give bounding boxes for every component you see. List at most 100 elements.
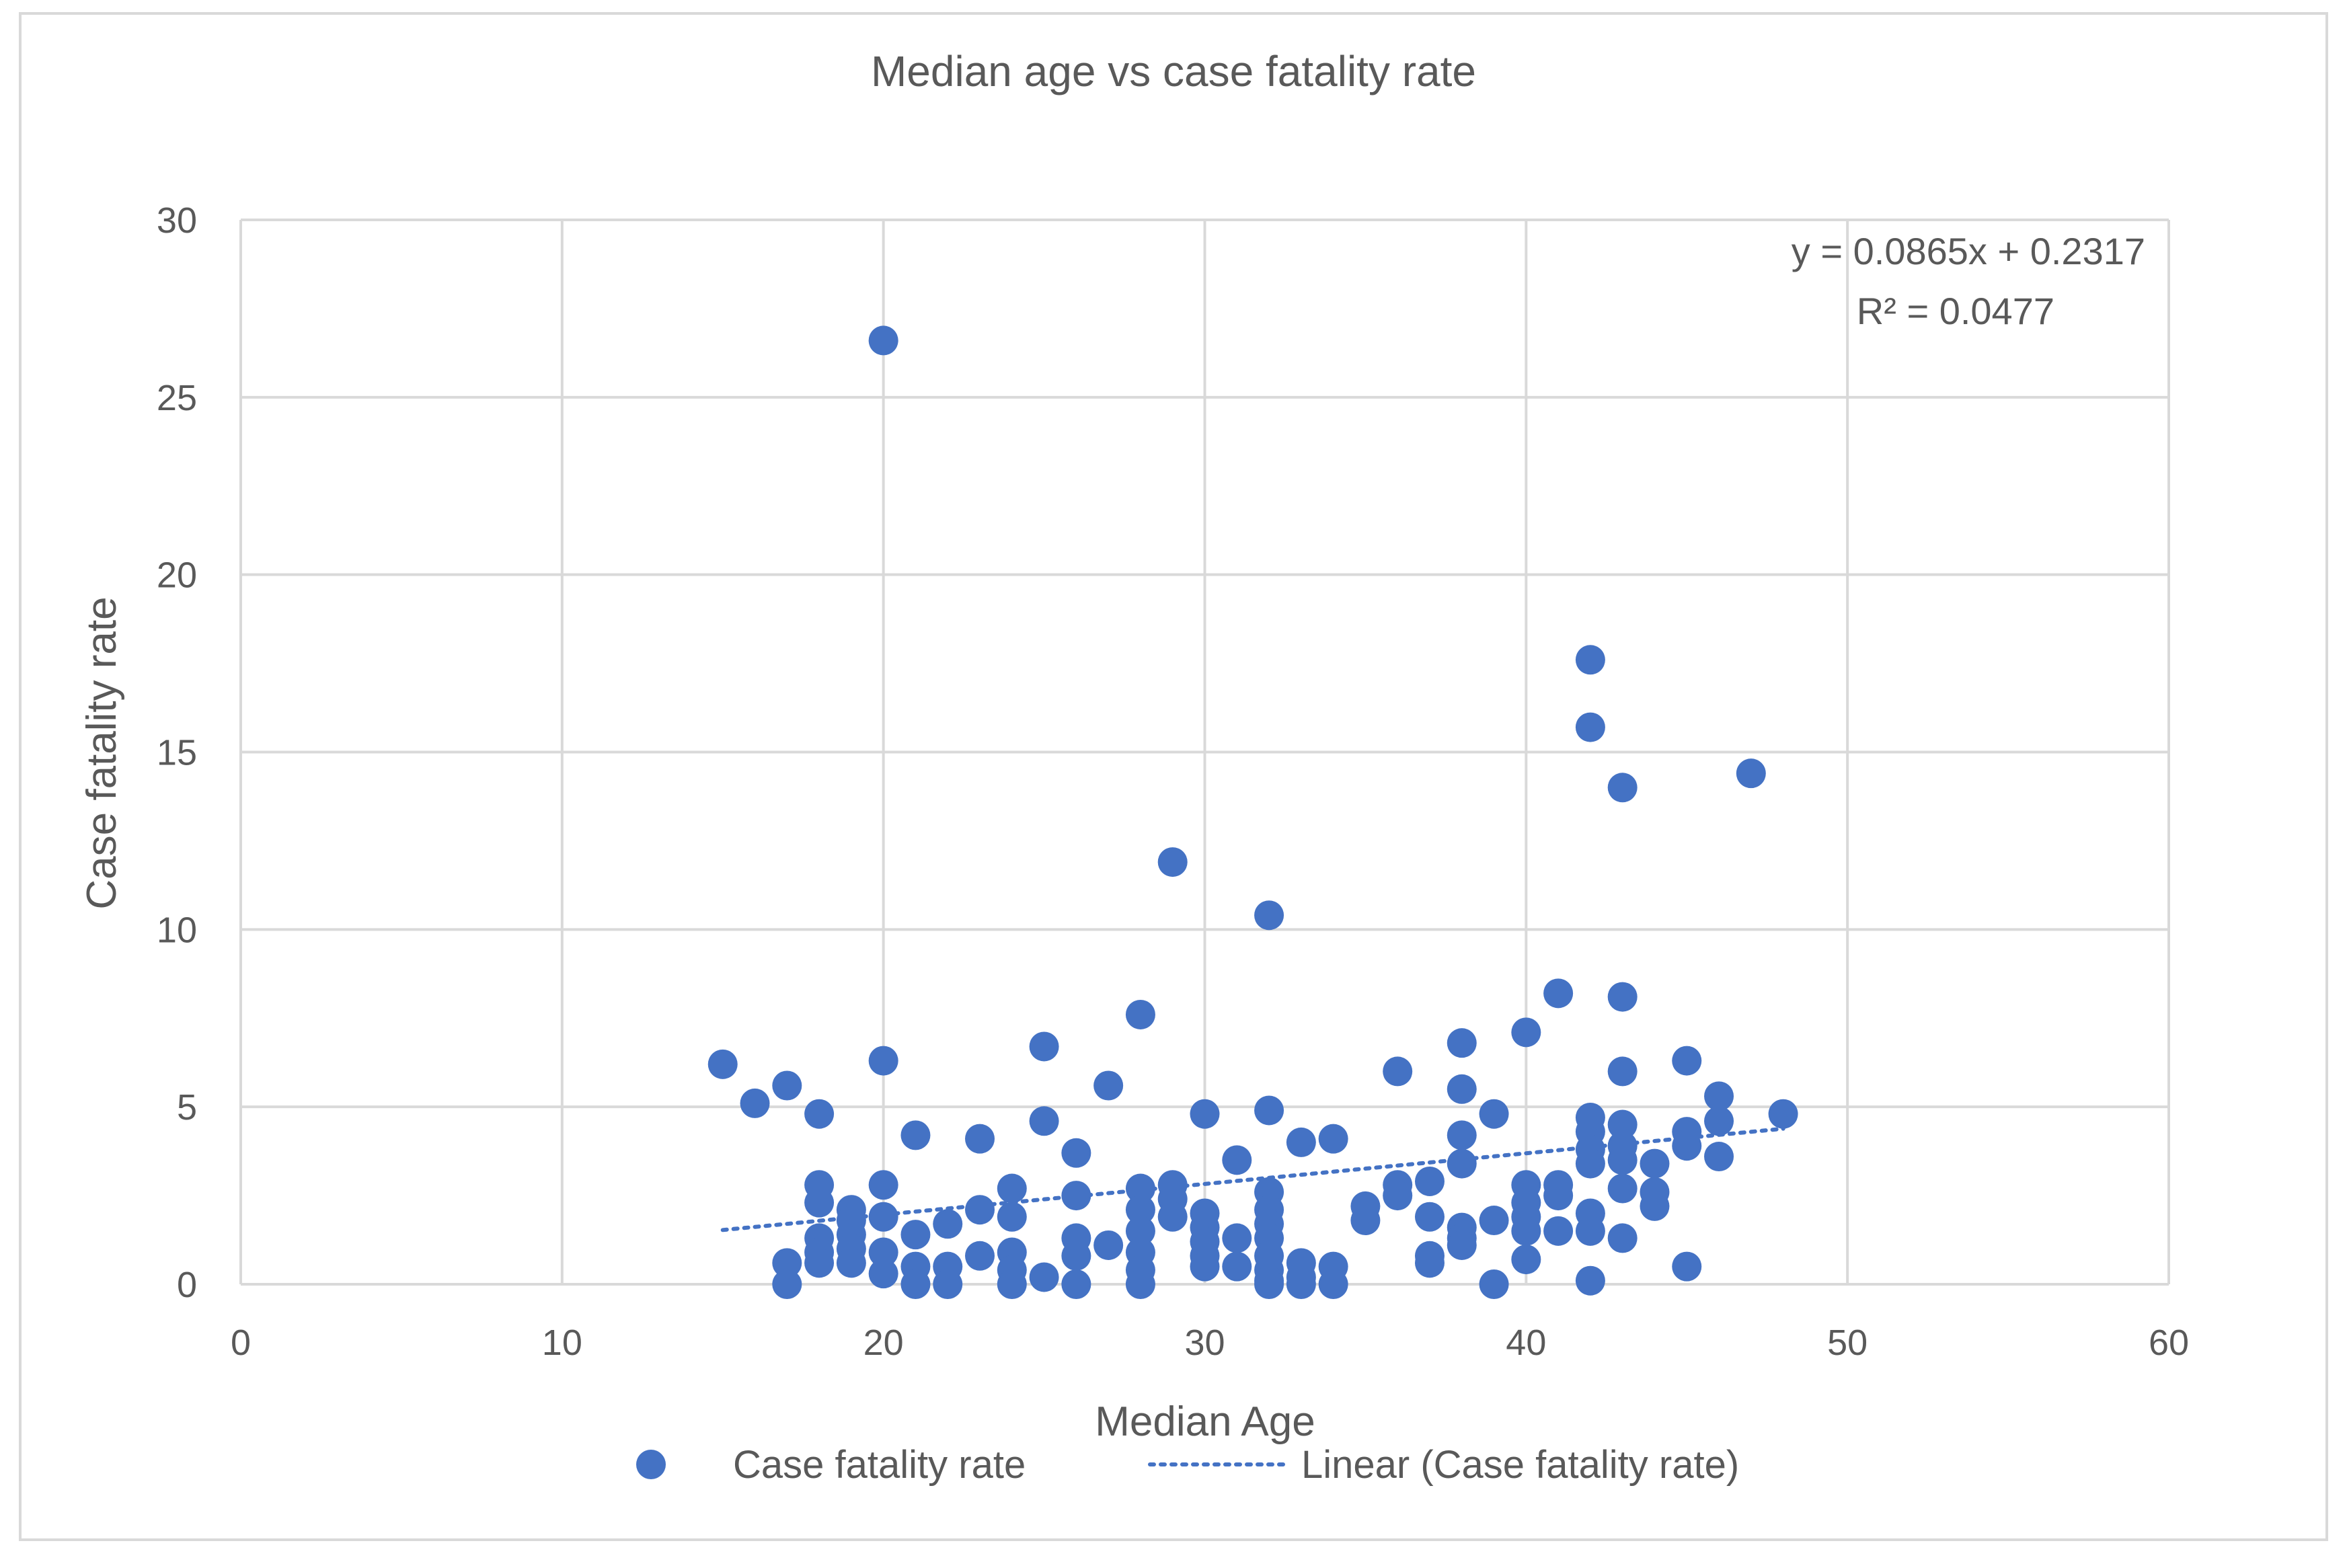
legend-label-scatter: Case fatality rate — [733, 1443, 1026, 1487]
data-point — [1318, 1269, 1348, 1299]
y-tick-label: 0 — [177, 1265, 197, 1305]
data-point — [772, 1248, 802, 1278]
data-point — [804, 1248, 835, 1278]
trendline-layer — [720, 1126, 1785, 1232]
data-point — [1511, 1216, 1541, 1246]
data-point — [1222, 1223, 1252, 1253]
y-tick-label: 10 — [157, 910, 197, 950]
data-point — [1511, 1017, 1541, 1048]
data-point — [1479, 1099, 1509, 1129]
y-tick-label: 15 — [157, 733, 197, 773]
data-point — [1254, 1095, 1284, 1126]
trendline — [720, 1126, 1785, 1232]
data-point — [933, 1269, 963, 1299]
data-point — [1607, 773, 1638, 803]
data-point — [804, 1187, 835, 1218]
data-point — [1125, 1269, 1155, 1299]
data-point — [772, 1269, 802, 1299]
data-points — [707, 325, 1798, 1299]
data-point — [1383, 1056, 1413, 1087]
x-axis-ticks: 0 10 20 30 40 50 60 — [231, 1323, 2189, 1363]
data-point — [1575, 1216, 1605, 1246]
data-point — [1447, 1028, 1477, 1058]
data-point — [933, 1209, 963, 1239]
data-point — [900, 1269, 931, 1299]
x-tick-label: 60 — [2149, 1323, 2189, 1363]
chart-title: Median age vs case fatality rate — [871, 47, 1476, 95]
data-point — [1672, 1131, 1702, 1161]
data-point — [1704, 1081, 1734, 1111]
y-tick-label: 25 — [157, 378, 197, 418]
data-point — [1061, 1181, 1091, 1211]
data-point — [1350, 1206, 1381, 1236]
data-point — [1029, 1262, 1059, 1292]
data-point — [1447, 1230, 1477, 1260]
data-point — [1575, 1148, 1605, 1179]
legend-label-trendline: Linear (Case fatality rate) — [1301, 1443, 1739, 1487]
data-point — [1704, 1142, 1734, 1172]
data-point — [1383, 1181, 1413, 1211]
data-point — [1447, 1074, 1477, 1104]
x-tick-label: 10 — [542, 1323, 582, 1363]
data-point — [868, 1237, 898, 1267]
data-point — [1286, 1269, 1316, 1299]
data-point — [868, 325, 898, 356]
data-point — [1254, 900, 1284, 931]
data-point — [1254, 1269, 1284, 1299]
data-point — [1768, 1099, 1798, 1129]
data-point — [1575, 645, 1605, 675]
data-point — [900, 1120, 931, 1150]
data-point — [1543, 978, 1574, 1009]
y-tick-label: 5 — [177, 1087, 197, 1128]
data-point — [1607, 1173, 1638, 1204]
data-point — [1479, 1269, 1509, 1299]
data-point — [868, 1259, 898, 1289]
data-point — [1222, 1251, 1252, 1282]
data-point — [1125, 1173, 1155, 1204]
trendline-equation: y = 0.0865x + 0.2317 — [1792, 230, 2145, 272]
data-point — [1093, 1070, 1124, 1101]
data-point — [1061, 1138, 1091, 1168]
data-point — [1704, 1106, 1734, 1136]
data-point — [965, 1124, 995, 1154]
data-point — [1125, 1195, 1155, 1225]
y-tick-label: 30 — [157, 200, 197, 241]
data-point — [868, 1170, 898, 1200]
data-point — [1447, 1148, 1477, 1179]
data-point — [868, 1202, 898, 1232]
data-point — [1222, 1145, 1252, 1175]
y-axis-ticks: 0 5 10 15 20 25 30 — [157, 200, 197, 1305]
data-point — [804, 1099, 835, 1129]
data-point — [1575, 1265, 1605, 1296]
data-point — [1157, 847, 1188, 877]
data-point — [997, 1173, 1027, 1204]
data-point — [1511, 1245, 1541, 1275]
data-point — [1672, 1251, 1702, 1282]
y-axis-title: Case fatality rate — [79, 596, 125, 909]
x-axis-title: Median Age — [1095, 1399, 1315, 1445]
data-point — [1640, 1191, 1670, 1221]
data-point — [1607, 1223, 1638, 1253]
data-point — [1414, 1202, 1445, 1232]
data-point — [1093, 1230, 1124, 1260]
data-point — [1414, 1166, 1445, 1196]
x-tick-label: 50 — [1827, 1323, 1868, 1363]
data-point — [1061, 1241, 1091, 1271]
y-tick-label: 20 — [157, 555, 197, 596]
data-point — [1190, 1251, 1220, 1282]
data-point — [1447, 1120, 1477, 1150]
data-point — [1672, 1046, 1702, 1076]
data-point — [1157, 1202, 1188, 1232]
data-point — [1607, 1145, 1638, 1175]
data-point — [965, 1195, 995, 1225]
data-point — [1543, 1181, 1574, 1211]
data-point — [1414, 1248, 1445, 1278]
data-point — [1125, 999, 1155, 1029]
trendline-r-squared: R² = 0.0477 — [1857, 290, 2054, 332]
data-point — [965, 1241, 995, 1271]
legend: Case fatality rate Linear (Case fatality… — [636, 1443, 1739, 1487]
data-point — [1736, 758, 1766, 789]
legend-marker-scatter — [636, 1450, 666, 1479]
